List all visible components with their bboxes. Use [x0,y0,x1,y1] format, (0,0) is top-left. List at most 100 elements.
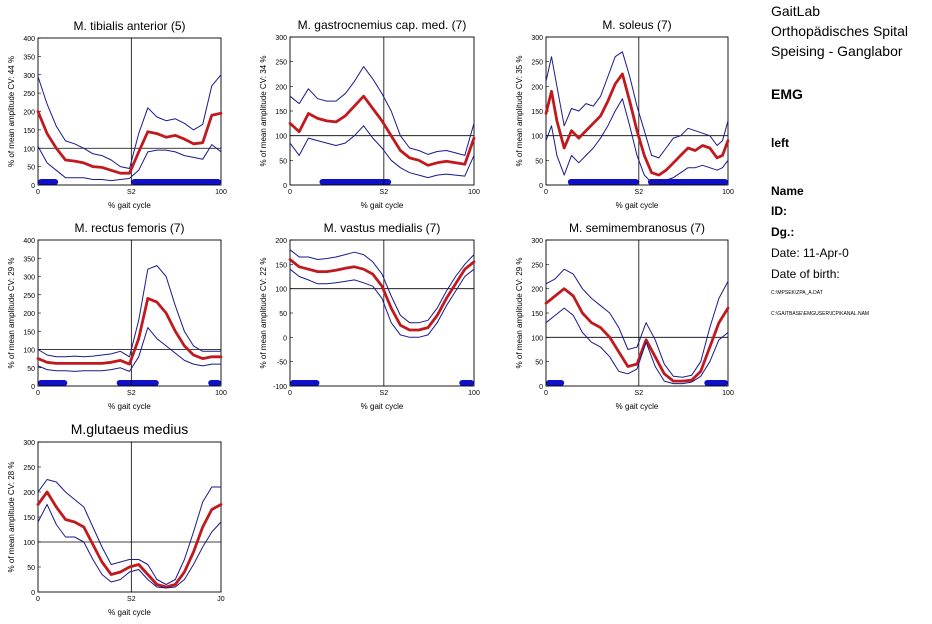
x-tick-label: 100 [722,189,734,196]
x-tick-label: S2 [127,189,136,196]
y-tick-label: 200 [23,110,35,117]
y-tick-label: 50 [27,165,35,172]
mean-emg-line [544,287,730,383]
emg-chart-2: M. gastrocnemius cap. med. (7) 0 50 100 150 2… [259,18,480,210]
y-axis-label: % of mean amplitude CV: 29 % [515,258,524,369]
y-axis-label: % of mean amplitude CV: 22 % [259,258,268,369]
y-tick-label: 300 [531,238,543,245]
y-axis-label: % of mean amplitude CV: 29 % [7,258,16,369]
y-tick-label: -50 [277,360,287,367]
stance-bar [459,380,474,386]
y-tick-label: 200 [23,490,35,497]
x-tick-label: S2 [127,390,136,397]
y-axis-label: % of mean amplitude CV: 28 % [7,462,16,573]
chart-title: M. rectus femoris (7) [74,221,184,235]
x-tick-label: 0 [36,596,40,603]
mean-emg-line [288,258,476,332]
stance-bar [647,179,728,185]
emg-chart-6: M. semimembranosus (7) 0 50 100 150 200 250 300… [515,221,734,411]
emg-chart-1: M. tibialis anterior (5) 0 50 100 150 200 250 3… [7,19,227,210]
y-tick-label: 100 [23,348,35,355]
upper-sd-line [545,51,729,159]
y-tick-label: 100 [23,146,35,153]
y-tick-label: 100 [531,335,543,342]
y-tick-label: 300 [23,73,35,80]
y-tick-label: 0 [539,384,543,391]
y-axis-label: % of mean amplitude CV: 35 % [515,56,524,167]
x-tick-label: 100 [722,390,734,397]
x-tick-label: J0 [217,596,225,603]
lab-department: Speising - Ganglabor [771,43,903,59]
mean-emg-line [36,110,223,175]
emg-chart-4: M. rectus femoris (7) 0 50 100 150 200 250 300 3… [7,221,227,411]
x-axis-label: % gait cycle [616,402,659,411]
x-tick-label: S2 [380,390,389,397]
y-tick-label: 300 [23,275,35,282]
x-axis-label: % gait cycle [361,201,404,210]
chart-title: M. gastrocnemius cap. med. (7) [298,18,467,32]
chart-title: M. soleus (7) [602,18,671,32]
plot-frame [289,239,475,387]
x-tick-label: 100 [468,390,480,397]
x-tick-label: 0 [288,390,292,397]
x-tick-label: 0 [36,390,40,397]
upper-sd-line [289,66,475,156]
upper-sd-line [37,265,222,358]
y-tick-label: 200 [531,84,543,91]
y-tick-label: 150 [531,109,543,116]
y-tick-label: 200 [275,84,287,91]
upper-sd-line [545,268,729,378]
lower-sd-line [545,98,729,183]
x-tick-label: S2 [380,189,389,196]
y-tick-label: 250 [531,262,543,269]
mean-emg-line [36,490,223,589]
y-tick-label: 0 [539,183,543,190]
upper-sd-line [37,479,222,585]
data-file-path: C:\MPSEK\ZPA_A.DAT [771,290,823,296]
name-label: Name [771,184,804,198]
x-axis-label: % gait cycle [361,402,404,411]
x-tick-label: S2 [635,189,644,196]
lower-sd-line [37,144,222,182]
dob-line: Date of birth: [771,267,840,281]
chart-title: M. semimembranosus (7) [569,221,705,235]
y-tick-label: 50 [27,366,35,373]
emg-chart-7: M.glutaeus medius 0 50 100 150 200 250 300 0 S2 J0… [7,421,225,617]
lower-sd-line [545,307,729,385]
x-tick-label: 0 [544,189,548,196]
y-tick-label: 50 [535,158,543,165]
y-tick-label: 350 [23,256,35,263]
y-tick-label: 150 [531,311,543,318]
date-line: Date: 11-Apr-0 [771,246,849,260]
y-tick-label: 0 [31,590,35,597]
mean-emg-line [36,296,223,366]
y-tick-label: 150 [275,109,287,116]
y-tick-label: 150 [23,128,35,135]
x-tick-label: 100 [215,189,227,196]
chart-title: M. tibialis anterior (5) [73,19,185,33]
plot-frame [37,37,222,186]
y-tick-label: 50 [535,360,543,367]
diagnosis-label: Dg.: [771,225,795,239]
y-tick-label: 200 [275,238,287,245]
x-axis-label: % gait cycle [108,402,151,411]
y-tick-label: 250 [23,293,35,300]
x-tick-label: 100 [215,390,227,397]
y-tick-label: 300 [23,440,35,447]
plot-frame [289,36,475,186]
y-tick-label: 250 [23,465,35,472]
emg-chart-5: M. vastus medialis (7) -100 -50 0 50 100 150 20… [259,221,480,411]
y-tick-label: 0 [31,384,35,391]
emg-chart-3: M. soleus (7) 0 50 100 150 200 250 300 0 S2 100 % g… [515,18,734,210]
x-axis-label: % gait cycle [616,201,659,210]
y-tick-label: 300 [531,35,543,42]
stance-bar [319,179,392,185]
y-tick-label: 400 [23,36,35,43]
channel-file-path: C:\GAITBASE\EMGUSER\ICP\KANAL.NAM [771,311,870,317]
stance-bar [704,380,728,386]
y-tick-label: 100 [275,134,287,141]
x-tick-label: 0 [36,189,40,196]
plot-frame [37,441,222,593]
y-tick-label: 200 [531,287,543,294]
